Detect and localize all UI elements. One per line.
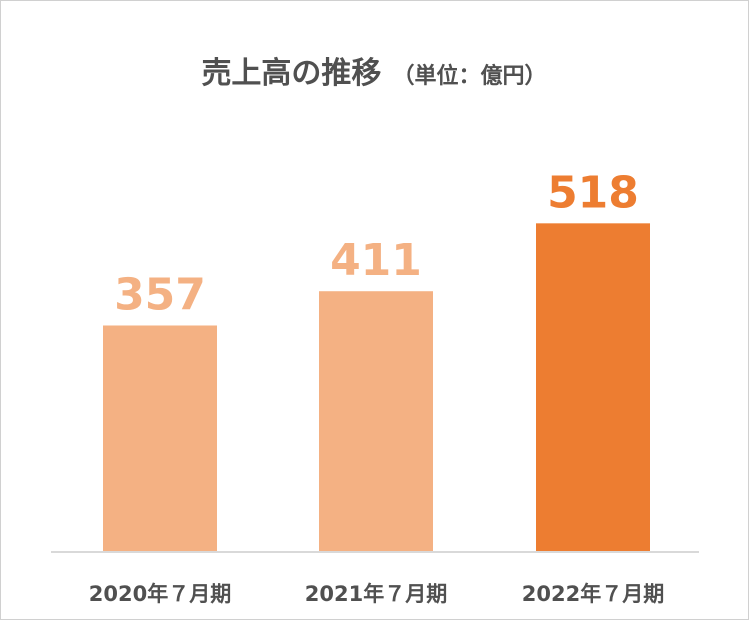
- category-label-1: 2020年７月期: [89, 582, 231, 606]
- data-label-3: 518: [547, 167, 639, 218]
- bar-1: [103, 325, 217, 552]
- chart-title: 売上高の推移 （単位：億円）: [201, 56, 546, 91]
- category-label-2: 2021年７月期: [305, 582, 447, 606]
- data-labels-layer: 357 411 518: [114, 167, 639, 320]
- bar-2: [319, 291, 433, 552]
- category-label-3: 2022年７月期: [522, 582, 664, 606]
- category-labels-layer: 2020年７月期 2021年７月期 2022年７月期: [89, 582, 664, 606]
- bar-3: [536, 223, 650, 553]
- data-label-2: 411: [330, 235, 422, 286]
- chart-title-main: 売上高の推移: [201, 56, 381, 91]
- data-label-1: 357: [114, 269, 206, 320]
- bars-layer: [103, 223, 650, 553]
- chart-title-unit: （単位：億円）: [393, 63, 547, 89]
